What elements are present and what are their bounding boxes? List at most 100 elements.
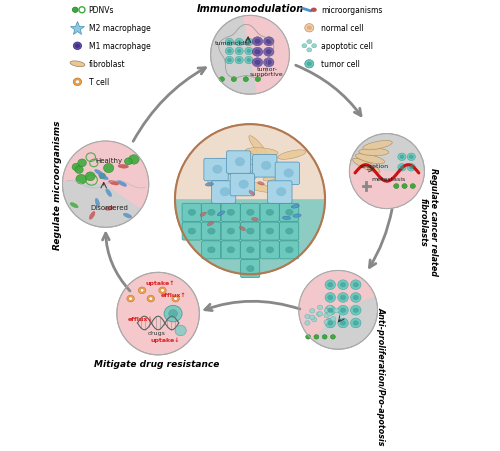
Ellipse shape [327,305,332,310]
Ellipse shape [228,50,231,54]
Ellipse shape [255,40,260,45]
Text: metastasis: metastasis [372,177,406,182]
Circle shape [117,273,200,355]
Ellipse shape [70,203,78,208]
Text: uptake↓: uptake↓ [150,336,180,342]
Ellipse shape [325,318,336,328]
Ellipse shape [356,154,384,164]
Ellipse shape [282,216,290,220]
Ellipse shape [324,308,330,313]
Ellipse shape [249,136,269,161]
Ellipse shape [219,78,224,83]
Circle shape [62,142,148,228]
FancyBboxPatch shape [212,181,236,204]
Ellipse shape [168,310,177,318]
Ellipse shape [118,165,128,169]
Ellipse shape [75,166,83,174]
Ellipse shape [284,170,294,178]
Ellipse shape [208,180,227,194]
Ellipse shape [246,148,278,156]
Ellipse shape [128,155,139,165]
Ellipse shape [225,39,234,46]
Ellipse shape [127,295,134,302]
Ellipse shape [224,169,250,177]
Ellipse shape [244,48,253,55]
Ellipse shape [325,280,336,290]
Ellipse shape [314,335,319,339]
Ellipse shape [218,159,246,175]
Ellipse shape [306,335,310,339]
Ellipse shape [264,38,274,46]
Ellipse shape [124,214,132,219]
FancyBboxPatch shape [202,223,220,240]
Ellipse shape [106,189,112,197]
Ellipse shape [340,321,345,326]
Ellipse shape [307,41,312,45]
Ellipse shape [363,141,392,151]
Ellipse shape [402,184,407,189]
Ellipse shape [207,222,214,226]
Text: secretion: secretion [359,164,388,169]
Ellipse shape [160,289,164,292]
Text: microorganisms: microorganisms [322,6,382,15]
Ellipse shape [252,218,258,221]
Ellipse shape [172,295,180,302]
Ellipse shape [359,149,389,156]
Ellipse shape [208,229,215,235]
Ellipse shape [286,247,293,253]
Ellipse shape [325,293,336,303]
FancyBboxPatch shape [230,174,254,196]
Ellipse shape [175,326,186,336]
Circle shape [210,16,290,95]
Circle shape [175,125,325,275]
Ellipse shape [353,295,358,300]
Text: T cell: T cell [88,78,109,87]
Text: fibroblast: fibroblast [88,60,126,69]
Ellipse shape [311,9,316,13]
FancyBboxPatch shape [260,241,280,259]
Ellipse shape [316,312,322,317]
Ellipse shape [242,182,274,193]
Wedge shape [243,16,290,94]
Ellipse shape [188,229,196,235]
Ellipse shape [305,25,314,33]
FancyBboxPatch shape [268,181,292,204]
Ellipse shape [291,205,300,209]
FancyBboxPatch shape [221,241,240,259]
Ellipse shape [328,295,333,300]
Ellipse shape [334,308,339,313]
Ellipse shape [276,188,286,196]
Ellipse shape [240,227,246,231]
FancyBboxPatch shape [240,241,260,259]
Ellipse shape [353,308,358,313]
Ellipse shape [220,188,230,196]
Ellipse shape [200,212,206,217]
Ellipse shape [328,321,333,326]
Ellipse shape [174,297,178,301]
Ellipse shape [353,283,358,287]
Ellipse shape [218,212,224,216]
Ellipse shape [228,59,231,63]
Ellipse shape [212,166,222,174]
Ellipse shape [208,247,215,253]
Ellipse shape [237,50,241,54]
Ellipse shape [128,297,132,301]
Ellipse shape [104,164,114,173]
FancyBboxPatch shape [260,223,280,240]
Ellipse shape [338,293,348,303]
Ellipse shape [353,321,358,326]
Ellipse shape [307,49,312,53]
Ellipse shape [324,320,329,325]
Ellipse shape [252,38,263,46]
Ellipse shape [237,41,241,45]
Ellipse shape [255,61,260,65]
Wedge shape [175,125,325,200]
FancyArrowPatch shape [296,66,361,116]
Wedge shape [299,271,375,340]
FancyBboxPatch shape [221,223,240,240]
Ellipse shape [208,210,215,216]
Ellipse shape [147,295,154,302]
Ellipse shape [247,41,251,45]
FancyBboxPatch shape [280,241,299,259]
Ellipse shape [243,150,257,170]
